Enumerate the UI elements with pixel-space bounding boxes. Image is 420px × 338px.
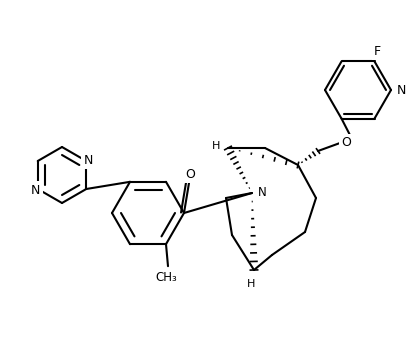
- Text: N: N: [84, 153, 93, 167]
- Text: N: N: [396, 83, 406, 97]
- Text: H: H: [247, 279, 255, 289]
- Text: O: O: [341, 137, 351, 149]
- Text: CH₃: CH₃: [155, 271, 177, 284]
- Text: O: O: [185, 168, 195, 180]
- Text: N: N: [257, 187, 266, 199]
- Text: H: H: [212, 141, 220, 151]
- Text: N: N: [31, 184, 40, 196]
- Text: F: F: [374, 45, 381, 58]
